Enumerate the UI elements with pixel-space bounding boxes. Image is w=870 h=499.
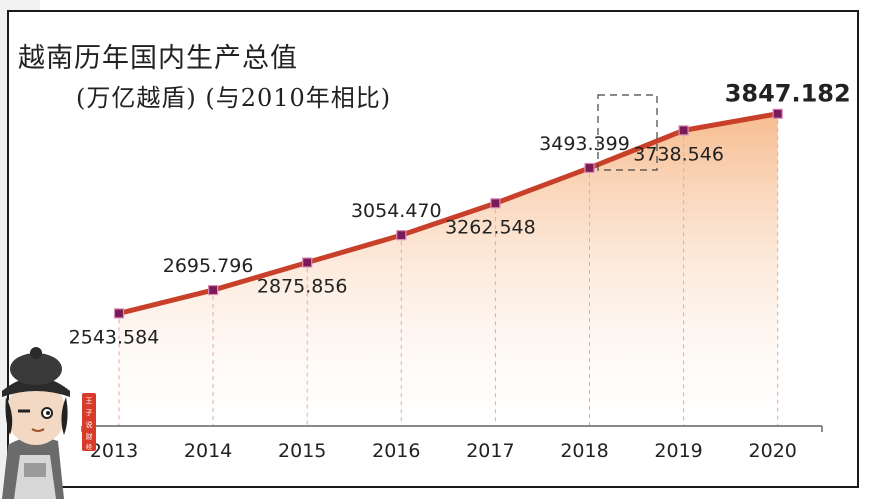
value-label-2018: 3493.399 <box>539 133 630 155</box>
badge-char-4: 财 <box>86 432 93 441</box>
value-label-2014: 2695.796 <box>163 255 254 277</box>
data-point-2015 <box>302 257 313 268</box>
x-axis: 2013 2014 2015 2016 2017 2018 2019 2020 <box>81 425 823 462</box>
x-tick-label-2019: 2019 <box>654 440 702 462</box>
x-tick-label-2015: 2015 <box>278 440 326 462</box>
area-fill-layer <box>119 113 778 426</box>
value-label-2017: 3262.548 <box>445 216 536 238</box>
x-tick-label-2018: 2018 <box>560 440 608 462</box>
chart-title: 越南历年国内生产总值 <box>18 36 298 75</box>
data-point-2013 <box>113 308 125 319</box>
x-tick-label-2017: 2017 <box>466 440 514 462</box>
x-tick-label-2020: 2020 <box>749 440 797 462</box>
x-tick-label-2016: 2016 <box>372 440 420 462</box>
value-label-2020: 3847.182 <box>725 80 851 108</box>
x-tick-label-2014: 2014 <box>184 440 232 462</box>
title-prefix: 越南 <box>18 43 74 74</box>
data-point-2016 <box>396 230 407 241</box>
title-main: 历年国内生产总值 <box>74 43 298 74</box>
value-label-2015: 2875.856 <box>257 275 348 297</box>
badge-char-2: 子 <box>86 409 93 417</box>
value-label-2019: 3738.546 <box>633 143 724 165</box>
badge-char-1: 王 <box>86 397 93 405</box>
x-tick-label-2013: 2013 <box>90 440 138 462</box>
mascot-illustration: 王 子 说 财 经 <box>2 347 96 499</box>
data-point-2020 <box>772 108 783 119</box>
mascot-badge <box>82 393 96 451</box>
data-point-2018 <box>584 162 595 174</box>
chart-subtitle: (万亿越盾) (与2010年相比) <box>76 84 392 112</box>
value-label-2016: 3054.470 <box>351 200 442 222</box>
data-point-2017 <box>490 198 501 209</box>
data-point-2014 <box>208 284 219 296</box>
drop-lines-layer <box>118 119 779 426</box>
line-layer <box>113 108 783 319</box>
data-point-2019 <box>678 125 689 136</box>
value-label-2013: 2543.584 <box>69 326 160 348</box>
series-line <box>116 111 781 316</box>
badge-char-3: 说 <box>86 420 93 429</box>
badge-char-5: 经 <box>86 443 92 451</box>
dashed-selection-box <box>597 94 658 171</box>
area-fill <box>119 113 778 426</box>
